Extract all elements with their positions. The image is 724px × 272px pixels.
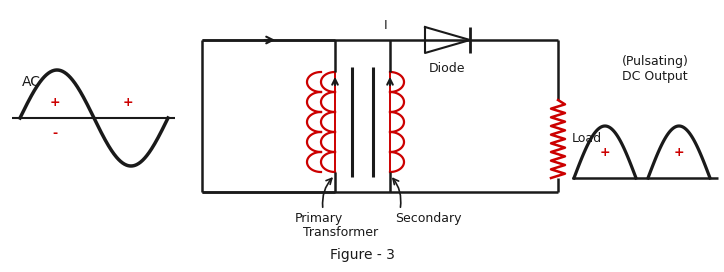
Text: -: - xyxy=(52,126,58,140)
Text: +: + xyxy=(50,97,60,110)
Text: Primary: Primary xyxy=(295,212,343,225)
Text: (Pulsating): (Pulsating) xyxy=(622,55,689,68)
Text: Diode: Diode xyxy=(429,62,466,75)
Text: Secondary: Secondary xyxy=(395,212,461,225)
Text: +: + xyxy=(674,147,684,159)
Text: Figure - 3: Figure - 3 xyxy=(329,248,395,262)
Text: +: + xyxy=(122,97,133,110)
Text: Load: Load xyxy=(572,132,602,146)
Text: I: I xyxy=(384,19,388,32)
Text: +: + xyxy=(599,147,610,159)
Text: DC Output: DC Output xyxy=(622,70,688,83)
Text: Transformer: Transformer xyxy=(303,226,378,239)
Text: AC: AC xyxy=(22,75,41,89)
